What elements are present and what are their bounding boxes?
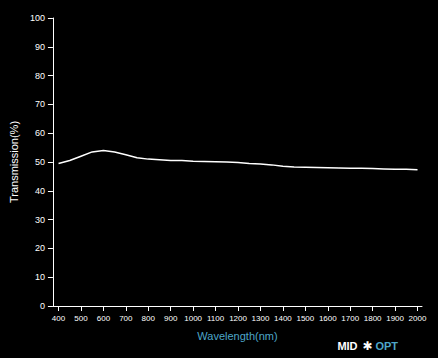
svg-text:60: 60	[35, 128, 45, 138]
svg-text:1800: 1800	[364, 314, 382, 323]
svg-text:1400: 1400	[274, 314, 292, 323]
svg-text:Transmission(%): Transmission(%)	[8, 121, 20, 203]
svg-text:1500: 1500	[296, 314, 314, 323]
svg-text:90: 90	[35, 42, 45, 52]
svg-text:OPT: OPT	[375, 340, 398, 352]
svg-text:✱: ✱	[362, 339, 372, 353]
svg-text:30: 30	[35, 215, 45, 225]
svg-text:Wavelength(nm): Wavelength(nm)	[197, 330, 277, 342]
svg-text:70: 70	[35, 99, 45, 109]
svg-text:2000: 2000	[409, 314, 427, 323]
svg-text:500: 500	[74, 314, 88, 323]
svg-text:40: 40	[35, 186, 45, 196]
svg-text:400: 400	[52, 314, 66, 323]
svg-text:50: 50	[35, 157, 45, 167]
svg-text:700: 700	[119, 314, 133, 323]
svg-text:1000: 1000	[184, 314, 202, 323]
svg-text:1700: 1700	[341, 314, 359, 323]
svg-text:100: 100	[30, 13, 45, 23]
svg-text:900: 900	[164, 314, 178, 323]
svg-text:0: 0	[40, 301, 45, 311]
svg-text:800: 800	[142, 314, 156, 323]
svg-text:1200: 1200	[229, 314, 247, 323]
svg-text:600: 600	[97, 314, 111, 323]
svg-text:1600: 1600	[319, 314, 337, 323]
svg-text:1100: 1100	[207, 314, 225, 323]
svg-text:20: 20	[35, 243, 45, 253]
svg-text:MID: MID	[337, 340, 357, 352]
svg-text:80: 80	[35, 71, 45, 81]
svg-text:1900: 1900	[386, 314, 404, 323]
svg-text:1300: 1300	[252, 314, 270, 323]
svg-text:10: 10	[35, 272, 45, 282]
